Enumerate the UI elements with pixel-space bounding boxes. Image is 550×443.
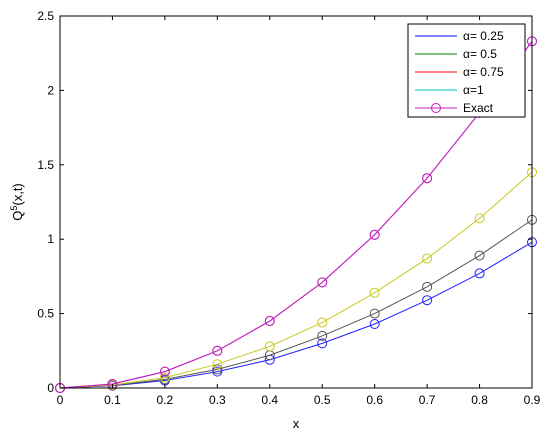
legend: α= 0.25 α= 0.5 α= 0.75 α=1 Exact <box>407 23 526 118</box>
y-tick-label: 1 <box>47 232 54 246</box>
legend-box <box>407 23 526 118</box>
x-tick-label: 0.5 <box>314 393 331 407</box>
legend-label: α= 0.75 <box>463 65 504 79</box>
y-axis-label-superscript: 5 <box>9 206 19 211</box>
y-axis-label-rest: (x,t) <box>10 183 25 205</box>
legend-marker <box>431 103 441 113</box>
plot-frame <box>59 15 533 389</box>
data-point <box>317 338 328 349</box>
y-tick-label: 2 <box>47 83 54 97</box>
data-point <box>317 317 328 328</box>
legend-label: α= 0.5 <box>463 47 497 61</box>
series-line <box>59 219 533 389</box>
y-tick-label: 0.5 <box>37 307 54 321</box>
x-axis-label: x <box>293 416 300 431</box>
data-point <box>212 345 223 356</box>
data-point <box>264 316 275 327</box>
data-point <box>317 277 328 288</box>
data-point <box>159 372 170 383</box>
data-point <box>474 250 485 261</box>
data-point <box>474 268 485 279</box>
x-tick-label: 0.4 <box>261 393 278 407</box>
data-point <box>159 366 170 377</box>
series-line <box>59 171 533 389</box>
y-axis-label-base: Q <box>10 211 25 221</box>
data-point <box>369 287 380 298</box>
x-tick-label: 0.2 <box>157 393 174 407</box>
data-point <box>212 364 223 375</box>
data-point <box>422 253 433 264</box>
data-point <box>422 173 433 184</box>
data-point <box>422 281 433 292</box>
x-tick-label: 0.7 <box>419 393 436 407</box>
series-line <box>59 241 533 389</box>
data-point <box>212 366 223 377</box>
y-tick-label: 0 <box>47 381 54 395</box>
series-layer <box>55 36 537 393</box>
data-point <box>474 213 485 224</box>
data-point <box>422 295 433 306</box>
y-axis-label: Q5(x,t) <box>9 183 25 221</box>
x-tick-label: 0.6 <box>366 393 383 407</box>
x-tick-label: 0 <box>57 393 64 407</box>
legend-label: α=1 <box>463 83 484 97</box>
x-tick-label: 0.9 <box>524 393 541 407</box>
data-point <box>369 229 380 240</box>
data-point <box>317 330 328 341</box>
x-tick-label: 0.8 <box>471 393 488 407</box>
data-point <box>369 319 380 330</box>
legend-label: Exact <box>463 101 494 115</box>
series-line <box>59 41 533 389</box>
series-2 <box>55 167 537 393</box>
x-tick-label: 0.3 <box>209 393 226 407</box>
data-point <box>264 341 275 352</box>
x-tick-label: 0.1 <box>104 393 121 407</box>
y-tick-label: 1.5 <box>37 158 54 172</box>
ticks-layer: 0 0.1 0.2 0.3 0.4 0.5 0.6 0.7 0.8 0.9 0 0.5 1 1.5 2 2.5 <box>37 9 540 407</box>
legend-label: α= 0.25 <box>463 29 504 43</box>
data-point <box>212 359 223 370</box>
data-point <box>369 308 380 319</box>
y-tick-label: 2.5 <box>37 9 54 23</box>
